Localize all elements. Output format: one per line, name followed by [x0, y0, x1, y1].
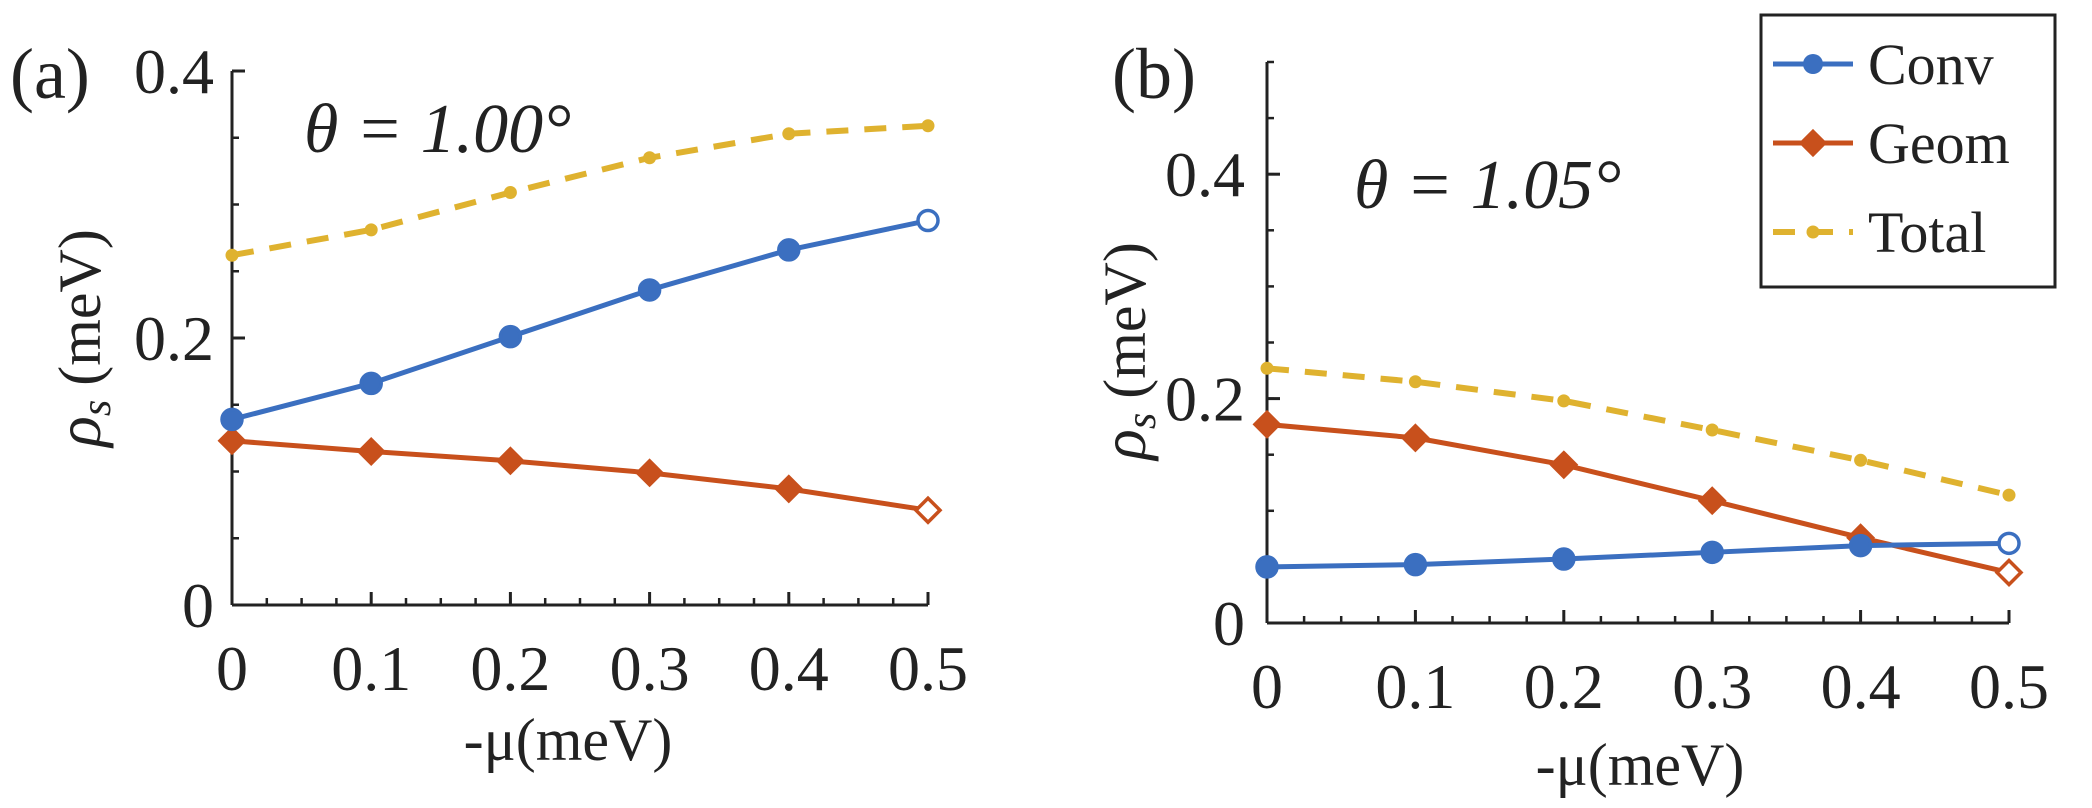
point-total	[1705, 423, 1719, 437]
point-total	[921, 119, 935, 133]
series-line-total	[1266, 365, 2010, 499]
point-total	[1408, 375, 1422, 389]
point-conv	[1848, 533, 1873, 558]
point-total	[643, 151, 657, 165]
point-conv	[777, 238, 801, 262]
legend-label-conv: Conv	[1868, 32, 1994, 97]
x-tick-label: 0.1	[1375, 651, 1455, 722]
x-tick-label: 0.5	[1969, 651, 2049, 722]
y-tick-label: 0	[1213, 588, 1245, 659]
y-tick-label: 0.2	[134, 303, 214, 374]
x-tick-label: 0	[1251, 651, 1283, 722]
panel-label: (b)	[1112, 34, 1196, 114]
x-tick-label: 0.4	[749, 633, 829, 704]
point-conv	[1255, 555, 1279, 579]
point-conv	[220, 407, 244, 432]
point-conv	[1403, 552, 1428, 577]
legend: Conv Geom Total	[1759, 13, 2057, 289]
point-total	[1854, 453, 1868, 467]
panel-b: 0 0.1 0.2 0.3 0.4 0.5 0 0.2 0.4 (b) θ = 1.05° -μ(me…	[1088, 34, 2049, 798]
x-tick-label: 0	[216, 633, 248, 704]
y-tick-label: 0	[182, 570, 214, 641]
legend-marker-conv	[1803, 54, 1823, 74]
point-conv	[1700, 540, 1724, 565]
legend-label-geom: Geom	[1868, 111, 2010, 176]
point-conv	[916, 208, 940, 233]
point-total	[1557, 394, 1571, 408]
point-total	[782, 127, 796, 141]
y-axis-units: (meV)	[47, 229, 113, 386]
x-tick-label: 0.1	[331, 633, 411, 704]
x-tick-label: 0.4	[1821, 651, 1901, 722]
panel-label: (a)	[10, 34, 90, 114]
point-geom	[356, 437, 386, 466]
x-tick-label: 0.3	[1672, 651, 1752, 722]
point-geom	[1252, 409, 1282, 439]
point-geom	[495, 446, 525, 476]
y-axis-symbol: ρ	[1088, 429, 1159, 462]
series-line-conv	[1266, 540, 2010, 570]
point-total	[1260, 361, 1274, 375]
y-axis-symbol: ρ	[43, 416, 114, 449]
legend-marker-total	[1806, 225, 1820, 239]
point-geom	[1697, 486, 1727, 516]
legend-label-total: Total	[1868, 200, 1986, 265]
point-geom	[774, 474, 804, 504]
point-conv	[1552, 547, 1576, 571]
y-axis-subscript: s	[74, 400, 120, 416]
series-line-conv	[231, 218, 929, 422]
point-geom	[1400, 423, 1430, 453]
y-axis-title: ρs (meV)	[1088, 242, 1165, 462]
point-geom	[1549, 450, 1579, 480]
point-conv	[1997, 531, 2021, 556]
point-total	[2002, 488, 2016, 502]
legend-marker-geom	[1798, 128, 1828, 158]
point-geom	[1994, 558, 2024, 587]
point-geom	[217, 426, 247, 456]
x-tick-label: 0.2	[1524, 651, 1604, 722]
y-tick-label: 0.4	[134, 36, 214, 107]
y-axis-title: ρs (meV)	[43, 229, 120, 449]
y-tick-label: 0.2	[1165, 364, 1245, 435]
point-conv	[498, 324, 523, 349]
y-axis-subscript: s	[1119, 413, 1165, 429]
x-axis-title: -μ(meV)	[464, 707, 673, 773]
y-axis-units: (meV)	[1092, 242, 1158, 399]
point-total	[225, 248, 239, 262]
point-geom	[635, 458, 665, 488]
point-conv	[637, 278, 662, 302]
x-tick-label: 0.2	[470, 633, 550, 704]
point-total	[364, 223, 378, 237]
series-line-total	[231, 122, 929, 259]
series-line-geom	[231, 438, 929, 513]
x-axis-title: -μ(meV)	[1536, 732, 1745, 798]
point-geom	[913, 495, 943, 525]
point-conv	[359, 371, 383, 396]
y-tick-label: 0.4	[1165, 139, 1245, 210]
x-tick-label: 0.5	[888, 633, 968, 704]
panel-a: 0 0.1 0.2 0.3 0.4 0.5 0 0.2 0.4 (a) θ = 1.00° -μ(me…	[10, 34, 968, 773]
theta-annotation: θ = 1.05°	[1354, 147, 1621, 224]
theta-annotation: θ = 1.00°	[304, 91, 571, 168]
point-total	[503, 185, 517, 199]
x-tick-label: 0.3	[610, 633, 690, 704]
series-line-geom	[1266, 421, 2010, 575]
